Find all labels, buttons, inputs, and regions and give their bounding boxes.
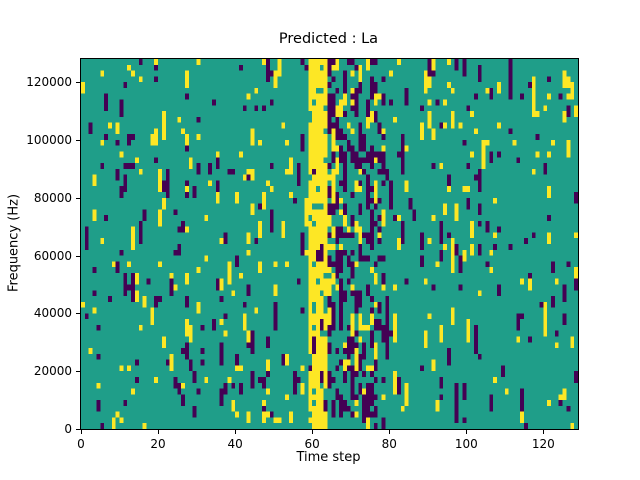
y-tick [76,429,80,430]
x-tick [543,430,545,434]
x-tick-label: 20 [150,437,166,451]
y-tick-label: 40000 [33,306,72,321]
y-tick-label: 20000 [33,364,72,379]
x-tick [389,430,391,434]
y-tick [76,139,80,141]
x-tick-label: 40 [227,437,243,451]
x-tick [158,430,160,434]
y-tick-label: 100000 [26,132,72,147]
y-tick [76,255,80,257]
x-tick-label: 100 [454,437,478,451]
y-tick-label: 80000 [33,190,72,205]
x-tick [235,430,237,434]
y-tick-label: 0 [64,422,72,436]
y-tick [76,197,80,199]
y-tick [76,82,80,84]
chart-title: Predicted : La [278,31,379,47]
y-tick-label: 120000 [26,75,72,90]
plot-area [80,58,579,430]
x-tick-label: 120 [531,437,555,451]
x-tick-label: 0 [77,437,85,451]
x-tick [81,430,82,434]
y-axis-label: Frequency (Hz) [6,193,22,293]
heatmap-canvas [81,59,578,429]
x-axis-label: Time step [296,450,361,465]
x-tick [466,430,468,434]
y-tick [76,313,80,315]
y-tick-label: 60000 [33,248,72,263]
x-tick [312,430,314,434]
y-tick [76,371,80,373]
x-tick-label: 60 [304,437,320,451]
x-tick-label: 80 [381,437,397,451]
